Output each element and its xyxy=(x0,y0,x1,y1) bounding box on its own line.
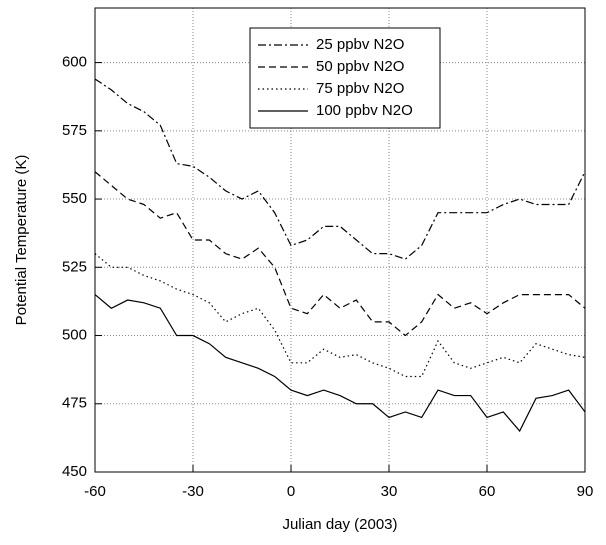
y-tick-label: 475 xyxy=(62,395,87,412)
x-tick-label: 60 xyxy=(479,483,496,500)
x-tick-label: -30 xyxy=(182,483,204,500)
x-axis-label: Julian day (2003) xyxy=(282,516,397,533)
x-tick-label: 30 xyxy=(381,483,398,500)
legend-label: 50 ppbv N2O xyxy=(316,58,404,75)
plot-frame xyxy=(94,7,586,473)
x-tick-label: 90 xyxy=(577,483,594,500)
legend-label: 75 ppbv N2O xyxy=(316,80,404,97)
y-tick-label: 600 xyxy=(62,54,87,71)
series-line xyxy=(94,253,586,378)
y-tick-label: 450 xyxy=(62,463,87,480)
y-tick-label: 575 xyxy=(62,122,87,139)
legend-label: 25 ppbv N2O xyxy=(316,36,404,53)
legend-label: 100 ppbv N2O xyxy=(316,102,413,119)
series-line xyxy=(94,294,586,433)
x-tick-label: 0 xyxy=(287,483,295,500)
series-line xyxy=(94,171,586,337)
y-tick-label: 525 xyxy=(62,258,87,275)
y-axis-label: Potential Temperature (K) xyxy=(13,155,30,326)
y-tick-label: 550 xyxy=(62,190,87,207)
x-tick-label: -60 xyxy=(84,483,106,500)
y-tick-label: 500 xyxy=(62,326,87,343)
